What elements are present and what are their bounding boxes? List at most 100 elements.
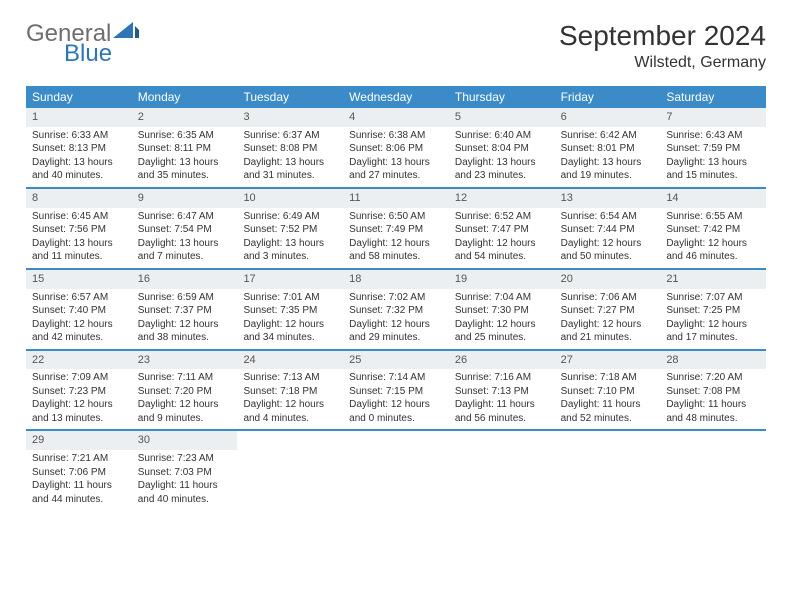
day-details: Sunrise: 6:33 AMSunset: 8:13 PMDaylight:… [26,129,132,183]
sunrise-text: Sunrise: 6:40 AM [455,129,549,143]
daylight-text-2: and 40 minutes. [32,169,126,183]
day-details: Sunrise: 7:18 AMSunset: 7:10 PMDaylight:… [555,371,661,425]
calendar-grid: SundayMondayTuesdayWednesdayThursdayFrid… [26,86,766,510]
day-number: 7 [660,108,766,127]
daylight-text-1: Daylight: 12 hours [243,318,337,332]
daylight-text-2: and 19 minutes. [561,169,655,183]
daylight-text-1: Daylight: 11 hours [138,479,232,493]
month-title: September 2024 [559,20,766,52]
day-cell [449,431,555,510]
sunrise-text: Sunrise: 6:42 AM [561,129,655,143]
day-details: Sunrise: 7:01 AMSunset: 7:35 PMDaylight:… [237,291,343,345]
day-number: 9 [132,189,238,208]
day-cell: 23Sunrise: 7:11 AMSunset: 7:20 PMDayligh… [132,351,238,430]
sunset-text: Sunset: 7:06 PM [32,466,126,480]
day-cell: 28Sunrise: 7:20 AMSunset: 7:08 PMDayligh… [660,351,766,430]
day-cell: 11Sunrise: 6:50 AMSunset: 7:49 PMDayligh… [343,189,449,268]
day-details: Sunrise: 6:54 AMSunset: 7:44 PMDaylight:… [555,210,661,264]
sunrise-text: Sunrise: 7:14 AM [349,371,443,385]
day-details: Sunrise: 6:52 AMSunset: 7:47 PMDaylight:… [449,210,555,264]
sunrise-text: Sunrise: 7:23 AM [138,452,232,466]
daylight-text-1: Daylight: 12 hours [138,318,232,332]
sunset-text: Sunset: 7:52 PM [243,223,337,237]
daylight-text-2: and 48 minutes. [666,412,760,426]
day-number: 14 [660,189,766,208]
day-details: Sunrise: 6:40 AMSunset: 8:04 PMDaylight:… [449,129,555,183]
day-number: 26 [449,351,555,370]
sunrise-text: Sunrise: 6:45 AM [32,210,126,224]
day-details: Sunrise: 6:47 AMSunset: 7:54 PMDaylight:… [132,210,238,264]
sunrise-text: Sunrise: 7:01 AM [243,291,337,305]
sunrise-text: Sunrise: 7:02 AM [349,291,443,305]
daylight-text-1: Daylight: 13 hours [243,237,337,251]
sunset-text: Sunset: 7:32 PM [349,304,443,318]
day-details: Sunrise: 6:49 AMSunset: 7:52 PMDaylight:… [237,210,343,264]
day-details: Sunrise: 7:21 AMSunset: 7:06 PMDaylight:… [26,452,132,506]
sunset-text: Sunset: 8:06 PM [349,142,443,156]
daylight-text-2: and 0 minutes. [349,412,443,426]
sunrise-text: Sunrise: 6:33 AM [32,129,126,143]
daylight-text-2: and 58 minutes. [349,250,443,264]
daylight-text-1: Daylight: 13 hours [349,156,443,170]
sunset-text: Sunset: 8:01 PM [561,142,655,156]
day-cell [237,431,343,510]
day-details: Sunrise: 7:23 AMSunset: 7:03 PMDaylight:… [132,452,238,506]
sunset-text: Sunset: 7:08 PM [666,385,760,399]
sunrise-text: Sunrise: 6:35 AM [138,129,232,143]
sunset-text: Sunset: 7:42 PM [666,223,760,237]
sunrise-text: Sunrise: 6:49 AM [243,210,337,224]
daylight-text-1: Daylight: 13 hours [243,156,337,170]
sunrise-text: Sunrise: 6:47 AM [138,210,232,224]
sunrise-text: Sunrise: 7:04 AM [455,291,549,305]
day-cell: 10Sunrise: 6:49 AMSunset: 7:52 PMDayligh… [237,189,343,268]
day-number: 28 [660,351,766,370]
daylight-text-2: and 52 minutes. [561,412,655,426]
daylight-text-2: and 42 minutes. [32,331,126,345]
sunrise-text: Sunrise: 7:16 AM [455,371,549,385]
day-number: 29 [26,431,132,450]
day-details: Sunrise: 7:14 AMSunset: 7:15 PMDaylight:… [343,371,449,425]
day-number: 15 [26,270,132,289]
day-cell: 16Sunrise: 6:59 AMSunset: 7:37 PMDayligh… [132,270,238,349]
day-cell [343,431,449,510]
daylight-text-2: and 11 minutes. [32,250,126,264]
logo: General Blue [26,20,139,66]
day-details: Sunrise: 7:04 AMSunset: 7:30 PMDaylight:… [449,291,555,345]
day-cell: 22Sunrise: 7:09 AMSunset: 7:23 PMDayligh… [26,351,132,430]
daylight-text-2: and 46 minutes. [666,250,760,264]
daylight-text-2: and 23 minutes. [455,169,549,183]
sunset-text: Sunset: 7:25 PM [666,304,760,318]
daylight-text-1: Daylight: 12 hours [349,318,443,332]
day-cell: 2Sunrise: 6:35 AMSunset: 8:11 PMDaylight… [132,108,238,187]
week-row: 1Sunrise: 6:33 AMSunset: 8:13 PMDaylight… [26,108,766,189]
sunrise-text: Sunrise: 7:07 AM [666,291,760,305]
day-cell: 1Sunrise: 6:33 AMSunset: 8:13 PMDaylight… [26,108,132,187]
day-details: Sunrise: 6:42 AMSunset: 8:01 PMDaylight:… [555,129,661,183]
daylight-text-2: and 35 minutes. [138,169,232,183]
sunset-text: Sunset: 7:10 PM [561,385,655,399]
day-number: 3 [237,108,343,127]
day-cell: 4Sunrise: 6:38 AMSunset: 8:06 PMDaylight… [343,108,449,187]
day-number: 19 [449,270,555,289]
week-row: 15Sunrise: 6:57 AMSunset: 7:40 PMDayligh… [26,270,766,351]
day-number: 11 [343,189,449,208]
sunset-text: Sunset: 8:11 PM [138,142,232,156]
day-details: Sunrise: 7:02 AMSunset: 7:32 PMDaylight:… [343,291,449,345]
daylight-text-2: and 3 minutes. [243,250,337,264]
sunset-text: Sunset: 7:30 PM [455,304,549,318]
day-number: 25 [343,351,449,370]
day-cell: 7Sunrise: 6:43 AMSunset: 7:59 PMDaylight… [660,108,766,187]
day-number: 21 [660,270,766,289]
weekday-header: Wednesday [343,86,449,108]
sunrise-text: Sunrise: 6:50 AM [349,210,443,224]
daylight-text-2: and 4 minutes. [243,412,337,426]
day-cell [660,431,766,510]
day-details: Sunrise: 7:07 AMSunset: 7:25 PMDaylight:… [660,291,766,345]
daylight-text-1: Daylight: 13 hours [32,237,126,251]
daylight-text-2: and 17 minutes. [666,331,760,345]
day-cell: 8Sunrise: 6:45 AMSunset: 7:56 PMDaylight… [26,189,132,268]
weekday-header-row: SundayMondayTuesdayWednesdayThursdayFrid… [26,86,766,108]
day-number: 5 [449,108,555,127]
day-number: 12 [449,189,555,208]
daylight-text-1: Daylight: 12 hours [666,237,760,251]
